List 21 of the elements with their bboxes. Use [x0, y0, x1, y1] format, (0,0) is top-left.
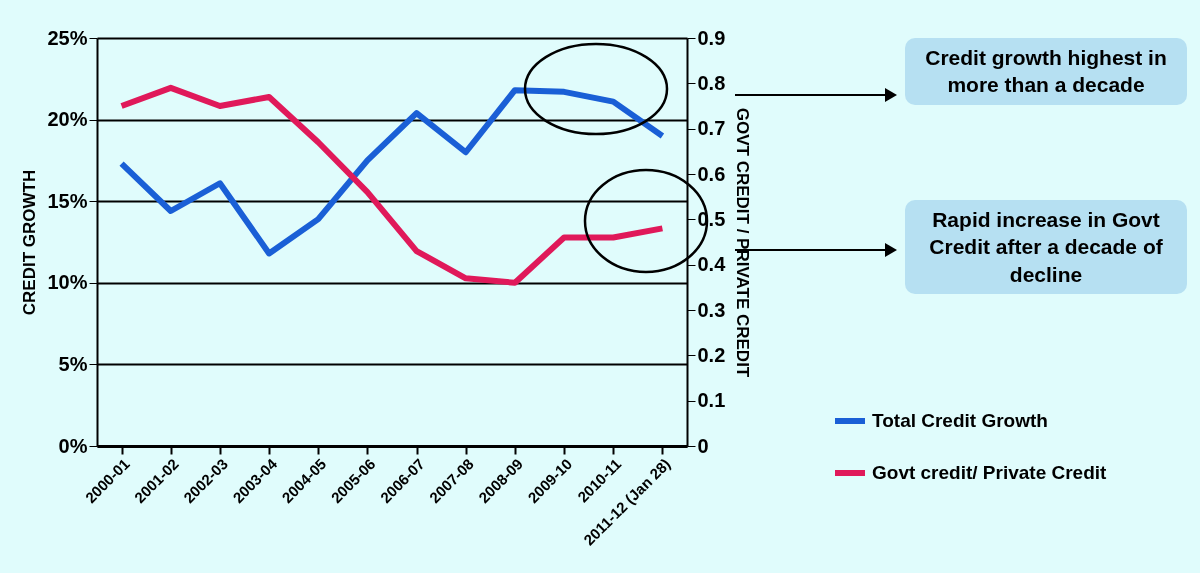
text: Rapid increase in Govt Credit after a decade of decline: [905, 200, 1187, 294]
y-axis-title: CREDIT GROWTH: [20, 169, 40, 316]
y2-tick-label: 0.4: [697, 253, 727, 276]
y2-tick-label: 0.6: [697, 162, 726, 185]
y2-tick-label: 0.2: [697, 343, 726, 366]
legend-label: Govt credit/ Private Credit: [872, 462, 1108, 483]
y-tick-label: 20%: [47, 108, 88, 131]
y-tick-label: 10%: [47, 271, 88, 294]
legend-label: Total Credit Growth: [872, 410, 1048, 431]
text: Credit growth highest in more than a decade: [905, 38, 1187, 105]
y2-tick-label: 0: [697, 434, 709, 457]
y-tick-label: 25%: [47, 26, 88, 49]
y-tick-label: 15%: [47, 189, 88, 212]
y-tick-label: 5%: [58, 352, 88, 375]
y-tick-label: 0%: [58, 434, 88, 457]
y2-tick-label: 0.1: [697, 389, 726, 412]
y2-tick-label: 0.3: [697, 298, 726, 321]
y2-tick-label: 0.9: [697, 26, 726, 49]
y2-axis-title: GOVT CREDIT / PRIVATE CREDIT: [733, 107, 753, 378]
y2-tick-label: 0.8: [697, 71, 726, 94]
y2-tick-label: 0.7: [697, 117, 726, 140]
